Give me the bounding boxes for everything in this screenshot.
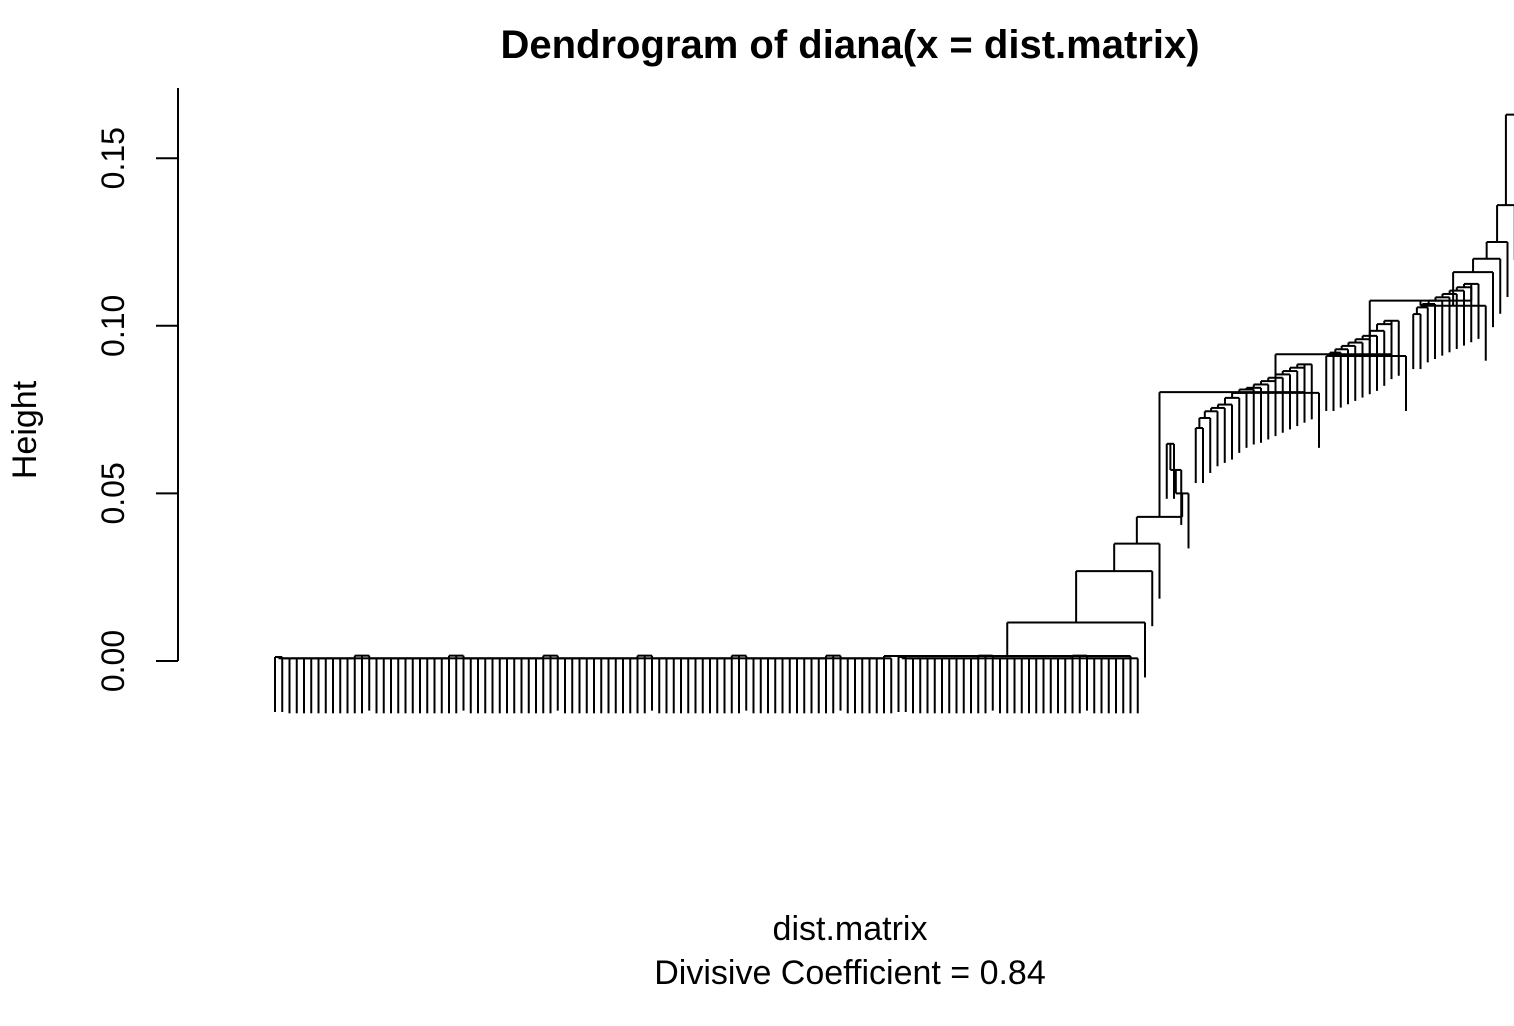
y-axis: 0.00 0.05 0.10 0.15 [95, 88, 178, 692]
y-tick-label: 0.15 [95, 127, 131, 189]
y-tick-label: 0.05 [95, 462, 131, 524]
y-tick-label: 0.10 [95, 295, 131, 357]
y-axis-label: Height [6, 380, 44, 479]
subtitle-divisive-coefficient: Divisive Coefficient = 0.84 [654, 954, 1046, 992]
x-axis-label: dist.matrix [773, 910, 928, 948]
dendrogram-tree [275, 115, 1514, 714]
chart-title: Dendrogram of diana(x = dist.matrix) [500, 23, 1199, 67]
y-tick-label: 0.00 [95, 630, 131, 692]
